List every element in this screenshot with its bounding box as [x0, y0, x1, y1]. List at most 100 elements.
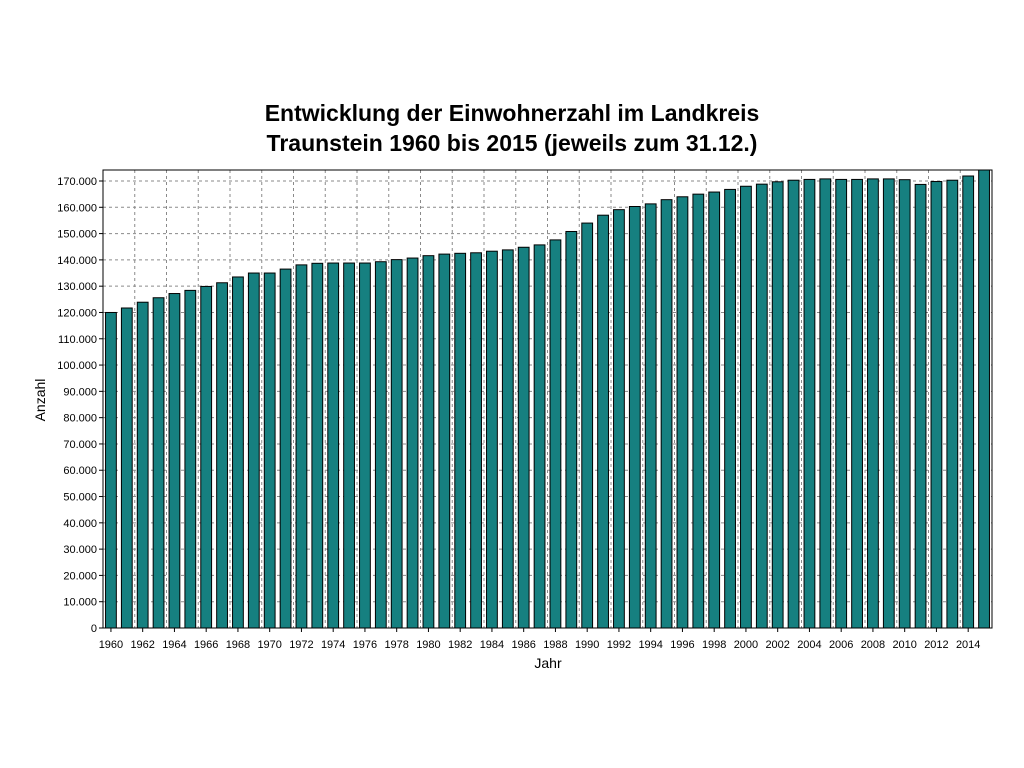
- x-tick-label: 1994: [638, 639, 662, 651]
- x-tick-label: 1992: [607, 639, 631, 651]
- y-tick-label: 90.000: [63, 386, 97, 398]
- chart-title-line2: Traunstein 1960 bis 2015 (jeweils zum 31…: [266, 130, 758, 156]
- x-tick-label: 1980: [416, 639, 440, 651]
- bar-1965: [184, 289, 197, 629]
- x-tick-label: 1970: [257, 639, 281, 651]
- y-tick-label: 70.000: [63, 439, 97, 451]
- bar-2003: [787, 179, 800, 629]
- y-tick-label: 80.000: [63, 413, 97, 425]
- bar-2005: [819, 178, 832, 629]
- bar-1962: [136, 301, 149, 629]
- bar-2012: [930, 181, 943, 629]
- bar-1964: [168, 293, 181, 629]
- bar-1988: [549, 239, 562, 629]
- bar-1989: [565, 230, 578, 629]
- x-tick-label: 1982: [448, 639, 472, 651]
- bar-1971: [279, 268, 292, 629]
- bar-1975: [343, 262, 355, 629]
- x-tick-label: 2002: [765, 639, 789, 651]
- bar-1979: [406, 257, 419, 629]
- bar-1995: [660, 199, 673, 629]
- x-tick-label: 2014: [956, 639, 980, 651]
- x-tick-label: 1964: [162, 639, 186, 651]
- bar-2001: [755, 183, 768, 629]
- bar-1960: [105, 311, 117, 629]
- bar-1993: [628, 206, 641, 629]
- y-axis-label: Anzahl: [32, 379, 48, 422]
- bar-1987: [533, 244, 546, 629]
- y-tick-label: 130.000: [57, 281, 97, 293]
- y-tick-label: 100.000: [57, 360, 97, 372]
- bar-2015: [978, 169, 990, 629]
- bar-2011: [914, 183, 927, 629]
- bar-1977: [374, 261, 387, 629]
- bar-1990: [581, 222, 594, 629]
- x-tick-label: 1996: [670, 639, 694, 651]
- bar-1998: [708, 191, 721, 629]
- bar-2004: [803, 178, 816, 629]
- bar-1972: [295, 264, 308, 629]
- y-tick-label: 30.000: [63, 544, 97, 556]
- bar-1961: [120, 307, 133, 629]
- bar-1992: [613, 209, 625, 629]
- x-tick-label: 1984: [480, 639, 504, 651]
- y-tick-label: 60.000: [63, 465, 97, 477]
- x-axis-label: Jahr: [534, 655, 562, 671]
- bar-2007: [851, 178, 863, 629]
- x-tick-label: 1990: [575, 639, 599, 651]
- bar-1982: [454, 252, 467, 629]
- bar-1966: [200, 285, 213, 629]
- x-tick-label: 2012: [924, 639, 948, 651]
- bar-1996: [676, 196, 689, 629]
- bar-1983: [470, 252, 482, 629]
- x-tick-label: 2006: [829, 639, 853, 651]
- bar-1967: [216, 282, 228, 629]
- x-tick-label: 1974: [321, 639, 345, 651]
- bar-2006: [835, 178, 848, 629]
- chart-title: Entwicklung der Einwohnerzahl im Landkre…: [0, 98, 1024, 158]
- bar-2013: [946, 179, 959, 629]
- x-tick-label: 1976: [353, 639, 377, 651]
- bar-1974: [327, 262, 340, 629]
- bar-1985: [501, 249, 514, 629]
- bar-2002: [771, 181, 784, 629]
- y-axis-ticks: 0 10.000 20.000 30.000 40.000 50.000 60.000 70.…: [57, 176, 103, 635]
- x-tick-label: 1978: [384, 639, 408, 651]
- x-tick-label: 1972: [289, 639, 313, 651]
- x-tick-label: 1966: [194, 639, 218, 651]
- y-tick-label: 20.000: [63, 570, 97, 582]
- bar-1963: [152, 297, 165, 629]
- x-tick-label: 2000: [734, 639, 758, 651]
- plot-frame: [102, 169, 993, 629]
- x-axis-ticks: 1960 1962 1964 1966 1968 1970 1972 1974 1976 1978…: [99, 628, 980, 651]
- x-tick-label: 2010: [892, 639, 916, 651]
- bar-1978: [390, 259, 403, 629]
- chart-title-line1: Entwicklung der Einwohnerzahl im Landkre…: [264, 100, 760, 126]
- y-tick-label: 10.000: [63, 597, 97, 609]
- x-tick-label: 2004: [797, 639, 821, 651]
- y-tick-label: 140.000: [57, 255, 97, 267]
- bar-1997: [692, 193, 705, 629]
- bar-2010: [898, 179, 911, 629]
- y-tick-label: 110.000: [58, 334, 97, 346]
- y-tick-label: 150.000: [57, 229, 97, 241]
- bar-1973: [311, 262, 324, 629]
- y-tick-label: 160.000: [57, 202, 97, 214]
- bar-1976: [359, 262, 371, 629]
- bar-1986: [517, 246, 530, 629]
- bar-1980: [422, 255, 435, 629]
- bar-1981: [438, 253, 451, 629]
- y-tick-label: 50.000: [63, 492, 97, 504]
- bar-2008: [867, 178, 879, 629]
- x-tick-label: 1968: [226, 639, 250, 651]
- x-tick-label: 2008: [861, 639, 885, 651]
- bar-1984: [486, 250, 498, 629]
- x-tick-label: 1986: [511, 639, 535, 651]
- x-tick-label: 1962: [130, 639, 154, 651]
- bar-1994: [644, 203, 657, 629]
- x-tick-label: 1998: [702, 639, 726, 651]
- bar-2014: [962, 175, 975, 629]
- bar-1991: [597, 214, 609, 629]
- bar-2009: [882, 178, 895, 629]
